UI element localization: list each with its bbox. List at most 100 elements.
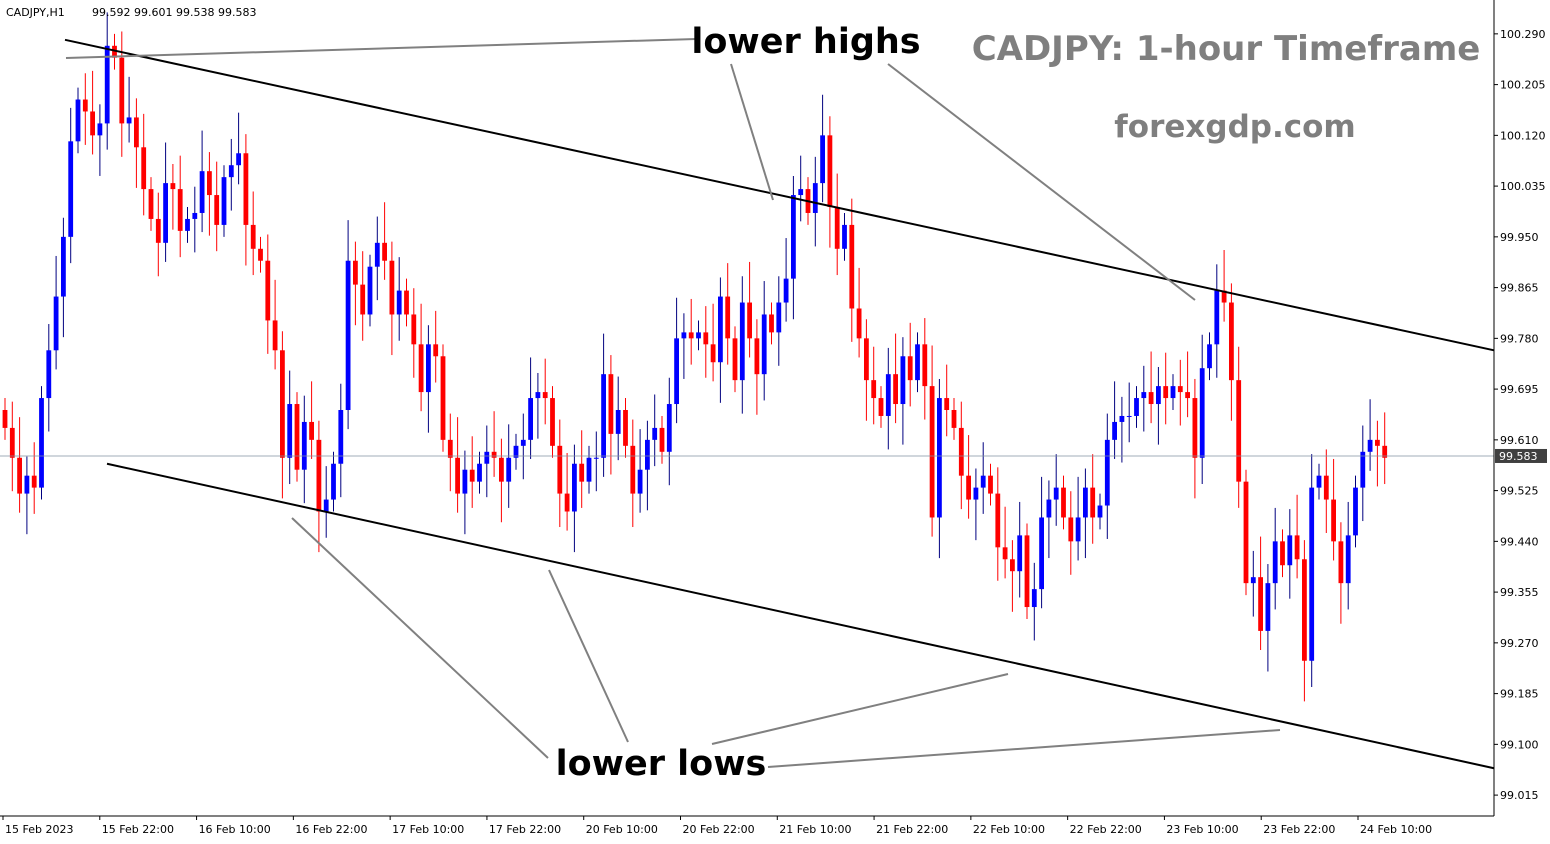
candle-body	[1177, 386, 1183, 393]
x-tick-label: 15 Feb 22:00	[102, 823, 174, 836]
candle-body	[937, 398, 942, 518]
x-tick-label: 15 Feb 2023	[5, 823, 73, 836]
candle-body	[1258, 577, 1263, 631]
x-tick-label: 20 Feb 22:00	[683, 823, 755, 836]
candle-body	[396, 290, 402, 315]
candle-body	[177, 189, 183, 231]
candle-body	[973, 487, 979, 500]
candle-body	[958, 427, 964, 476]
candle-body	[506, 457, 512, 482]
candle-body	[550, 398, 555, 446]
candle-body	[1199, 368, 1205, 458]
candle-body	[433, 344, 439, 357]
candle-body	[331, 463, 336, 500]
current-price-tag	[1495, 448, 1547, 463]
candle-body	[411, 314, 417, 345]
candle-body	[893, 374, 898, 405]
candle-body	[90, 111, 95, 136]
candle-body	[148, 189, 154, 219]
ohlc-label: 99.592 99.601 99.538 99.583	[92, 6, 256, 19]
candle-body	[615, 410, 621, 434]
candle-body	[1214, 290, 1220, 345]
y-tick-label: 99.100	[1500, 738, 1539, 751]
candle-body	[214, 195, 220, 225]
candle-body	[944, 398, 950, 410]
candle-body	[265, 260, 271, 321]
candle-body	[1075, 517, 1081, 542]
y-tick-label: 99.695	[1500, 383, 1539, 396]
watermark-site: forexgdp.com	[1114, 109, 1355, 145]
y-tick-label: 99.185	[1500, 688, 1539, 701]
candle-body	[360, 284, 366, 315]
candle-body	[53, 296, 59, 351]
candle-body	[674, 338, 679, 405]
channel-lower-line	[106, 462, 1495, 770]
candle-body	[9, 427, 15, 458]
candle-body	[323, 499, 329, 512]
candle-body	[301, 421, 307, 470]
candle-body	[1097, 505, 1103, 518]
candle-body	[1338, 541, 1344, 584]
candle-body	[112, 45, 117, 58]
x-tick-label: 23 Feb 22:00	[1263, 823, 1335, 836]
candle-body	[104, 45, 110, 124]
y-tick-label: 99.440	[1500, 535, 1539, 548]
candle-body	[163, 183, 168, 243]
y-tick-label: 100.205	[1500, 79, 1546, 92]
x-tick-label: 17 Feb 10:00	[392, 823, 464, 836]
candle-body	[382, 242, 387, 261]
candle-body	[542, 392, 548, 399]
candle-body	[783, 278, 789, 303]
candle-body	[885, 374, 891, 416]
candle-body	[24, 475, 30, 494]
candle-body	[1345, 535, 1351, 584]
x-tick-label: 16 Feb 10:00	[199, 823, 271, 836]
candle-body	[1360, 451, 1366, 488]
candle-body	[61, 236, 66, 297]
candle-body	[447, 439, 453, 458]
candle-body	[491, 451, 497, 458]
y-tick-label: 99.610	[1500, 434, 1539, 447]
candle-body	[1207, 344, 1212, 369]
candle-body	[988, 475, 993, 494]
candle-body	[579, 463, 585, 482]
candle-body	[718, 296, 723, 363]
annotation-pointer	[730, 63, 774, 201]
candle-body	[338, 410, 344, 464]
candle-body	[703, 332, 709, 345]
candle-body	[1375, 439, 1380, 446]
candle-body	[696, 332, 701, 339]
watermark-title: CADJPY: 1-hour Timeframe	[972, 29, 1481, 69]
candle-body	[871, 380, 877, 399]
candle-body	[272, 320, 278, 351]
candle-body	[17, 457, 22, 494]
candle-body	[572, 463, 577, 512]
candle-body	[630, 445, 636, 494]
candle-body	[812, 183, 818, 213]
candle-body	[557, 445, 563, 494]
candle-body	[389, 260, 395, 315]
candle-body	[564, 493, 570, 512]
x-tick-label: 21 Feb 10:00	[779, 823, 851, 836]
candle-body	[309, 421, 314, 440]
candle-body	[725, 296, 731, 339]
candle-body	[1017, 535, 1023, 572]
candle-body	[608, 374, 614, 434]
candle-body	[1068, 517, 1074, 542]
annotation-pointer	[887, 63, 1196, 301]
candle-body	[922, 344, 928, 387]
candle-body	[1141, 392, 1147, 399]
candle-body	[1243, 481, 1249, 584]
candle-body	[462, 469, 468, 494]
candle-body	[1323, 475, 1329, 500]
candle-body	[849, 224, 855, 309]
candle-body	[1163, 386, 1169, 399]
candle-body	[46, 350, 52, 399]
x-tick-label: 20 Feb 10:00	[586, 823, 658, 836]
candle-body	[1382, 445, 1388, 458]
candle-body	[754, 338, 760, 375]
candle-body	[710, 344, 716, 363]
candle-body	[535, 392, 541, 399]
